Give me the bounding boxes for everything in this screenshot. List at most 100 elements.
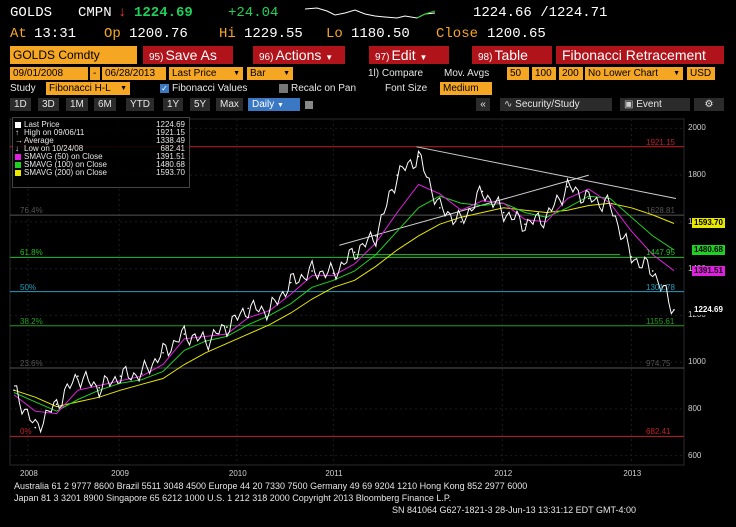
fib-pct-label: 23.6% xyxy=(20,359,43,369)
series-last-price xyxy=(13,149,675,434)
fib-value-label: 1155.61 xyxy=(646,316,675,326)
chart-line-icon: ∿ xyxy=(504,99,513,110)
arrow-right-icon: → xyxy=(15,136,23,145)
settings-button[interactable]: ⚙ xyxy=(694,98,724,111)
tab-1y[interactable]: 1Y xyxy=(163,98,184,111)
actions-button[interactable]: 96) Actions ▼ xyxy=(253,46,345,64)
legend-value: 1593.70 xyxy=(156,168,185,177)
study-select[interactable]: Fibonacci H-L ▼ xyxy=(46,82,130,95)
currency-select[interactable]: USD xyxy=(687,67,715,80)
last-price-point xyxy=(119,375,122,377)
last-price-point xyxy=(162,351,164,354)
tab-5y[interactable]: 5Y xyxy=(190,98,211,111)
sparkline-icon xyxy=(305,7,435,19)
fib-pct-label: 61.8% xyxy=(20,248,43,258)
font-size-select[interactable]: Medium xyxy=(440,82,492,95)
mov-avg-1-field[interactable]: 50 xyxy=(507,67,529,80)
table-button[interactable]: 98) Table xyxy=(472,46,552,64)
fib-values-checkbox[interactable]: ✓ xyxy=(160,84,169,93)
last-price-point xyxy=(247,307,249,310)
chevron-down-icon: ▼ xyxy=(673,70,680,77)
legend-label: Average xyxy=(24,136,54,145)
x-tick-label: 2010 xyxy=(228,469,247,478)
compare-button[interactable]: 1l) Compare xyxy=(368,68,424,79)
last-price-point xyxy=(566,185,569,188)
down-arrow-icon: ↓ xyxy=(118,5,127,21)
fib-value-label: 1921.15 xyxy=(646,137,675,147)
tab-max[interactable]: Max xyxy=(216,98,243,111)
chevron-down-icon: ▼ xyxy=(233,70,240,77)
trendlines xyxy=(339,146,677,256)
save-as-label: Save As xyxy=(165,47,217,63)
chart-title-text: Fibonacci Retracement xyxy=(562,47,706,63)
tab-1d[interactable]: 1D xyxy=(10,98,31,111)
start-date-field[interactable]: 09/01/2008 xyxy=(10,67,88,80)
close-value: 1200.65 xyxy=(487,26,546,42)
x-tick-label: 2011 xyxy=(325,469,343,478)
cmpn-label: CMPN xyxy=(78,5,112,21)
legend-value: 682.41 xyxy=(160,144,185,153)
last-price-point xyxy=(545,216,548,218)
last-price-point xyxy=(77,375,79,377)
last-price-point xyxy=(524,223,526,226)
fib-pct-label: 0% xyxy=(20,427,32,437)
ticker: GOLDS xyxy=(10,5,53,21)
last-price-point xyxy=(417,155,420,158)
last-price-point xyxy=(502,211,505,214)
tab-1m[interactable]: 1M xyxy=(66,98,88,111)
chart-title: Fibonacci Retracement xyxy=(556,46,724,64)
edit-button[interactable]: 97) Edit ▼ xyxy=(369,46,449,64)
legend-item: SMAVG (50) on Close 1391.51 xyxy=(13,153,189,161)
price-tag: 1480.68 xyxy=(692,244,725,255)
end-date-field[interactable]: 06/28/2013 xyxy=(102,67,166,80)
event-label: Event xyxy=(636,99,662,110)
legend-item: →Average 1338.49 xyxy=(13,137,189,145)
tab-3d[interactable]: 3D xyxy=(38,98,59,111)
last-price-point xyxy=(481,190,484,193)
recalc-checkbox[interactable] xyxy=(279,84,288,93)
tab-ytd[interactable]: YTD xyxy=(126,98,154,111)
last-price-point xyxy=(204,340,207,342)
series xyxy=(13,149,675,434)
y-tick-label: 1000 xyxy=(688,357,706,367)
y-tick-label: 1800 xyxy=(688,170,706,180)
legend-item: ↑ High on 09/06/11 1921.15 xyxy=(13,129,189,137)
fib-values-label: Fibonacci Values xyxy=(172,83,248,94)
tab-daily[interactable]: Daily ▼ xyxy=(248,98,300,111)
last-price-point xyxy=(268,309,271,312)
trendline-upper xyxy=(416,146,677,199)
chart-type-select[interactable]: Bar ▼ xyxy=(247,67,293,80)
fib-pct-label: 38.2% xyxy=(20,316,43,326)
date-dash: - xyxy=(90,67,100,80)
last-price-point xyxy=(460,221,462,223)
end-date: 06/28/2013 xyxy=(105,68,156,79)
save-as-button[interactable]: 95) Save As xyxy=(143,46,233,64)
footer-line-3: SN 841064 G627-1821-3 28-Jun-13 13:31:12… xyxy=(392,505,636,515)
actions-label: Actions xyxy=(275,47,322,63)
event-button[interactable]: ▣ Event xyxy=(620,98,690,111)
field-select[interactable]: Last Price ▼ xyxy=(169,67,243,80)
price-tag: 1391.51 xyxy=(692,265,725,276)
price-tag: 1224.69 xyxy=(692,304,725,315)
last-price-point xyxy=(289,281,292,284)
legend-value: 1921.15 xyxy=(156,128,185,137)
security-field[interactable]: GOLDS Comdty xyxy=(10,46,137,64)
mov-avg-3-field[interactable]: 200 xyxy=(559,67,583,80)
last-price-point xyxy=(55,403,58,406)
fib-value-label: 1301.78 xyxy=(646,282,675,292)
security-study-button[interactable]: ∿ Security/Study xyxy=(500,98,612,111)
dash: - xyxy=(93,68,97,79)
last-price-point xyxy=(311,270,313,272)
lower-chart-select[interactable]: No Lower Chart ▼ xyxy=(585,67,683,80)
change: +24.04 xyxy=(228,5,279,21)
chevron-down-icon: ▼ xyxy=(325,53,334,62)
chevron-down-icon: ▼ xyxy=(419,53,428,62)
last-price-point xyxy=(439,207,441,209)
tab-6m[interactable]: 6M xyxy=(94,98,116,111)
table-num: 98) xyxy=(478,52,493,63)
mov-avg-2-field[interactable]: 100 xyxy=(532,67,556,80)
legend-value: 1338.49 xyxy=(156,136,185,145)
square-icon xyxy=(15,169,21,176)
collapse-button[interactable]: « xyxy=(476,98,490,111)
y-tick-label: 800 xyxy=(688,403,702,413)
